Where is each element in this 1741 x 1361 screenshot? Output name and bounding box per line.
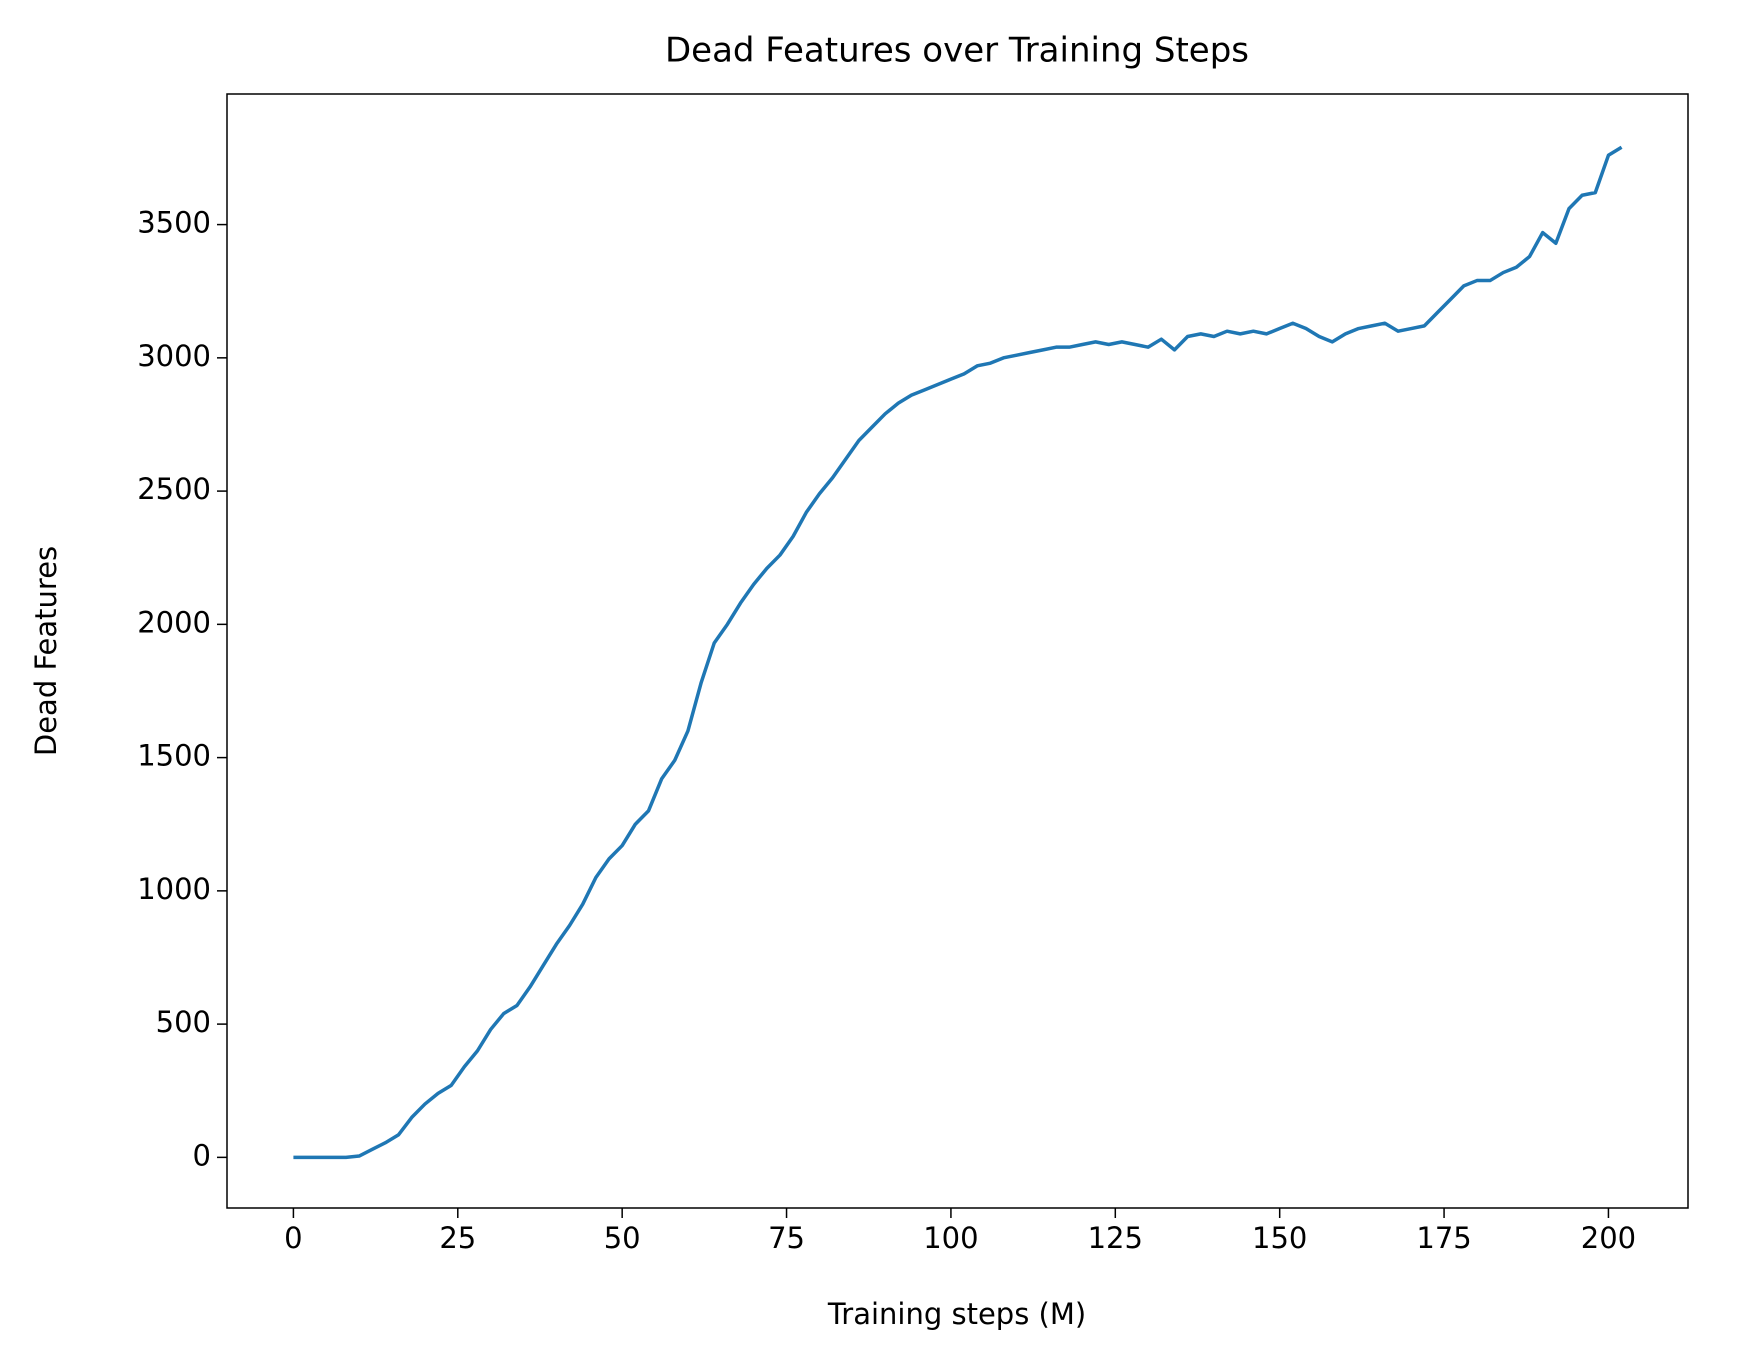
chart-title: Dead Features over Training Steps xyxy=(665,31,1249,71)
y-tick-label: 3000 xyxy=(137,339,211,373)
y-tick-label: 1500 xyxy=(137,739,211,773)
y-axis-label: Dead Features xyxy=(29,546,63,756)
y-tick-label: 1000 xyxy=(137,872,211,906)
line xyxy=(293,145,1623,1160)
y-tick-label: 2000 xyxy=(137,605,211,639)
y-tick-label: 3500 xyxy=(137,206,211,240)
x-tick-label: 25 xyxy=(439,1221,476,1255)
x-tick-label: 150 xyxy=(1252,1221,1307,1255)
x-axis-label: Training steps (M) xyxy=(827,1297,1086,1331)
x-tick-label: 50 xyxy=(604,1221,641,1255)
x-tick-label: 100 xyxy=(923,1221,978,1255)
x-tick-label: 175 xyxy=(1416,1221,1471,1255)
y-tick-label: 2500 xyxy=(137,472,211,506)
y-tick-label: 500 xyxy=(156,1005,211,1039)
x-tick-label: 0 xyxy=(284,1221,302,1255)
y-tick-label: 0 xyxy=(193,1138,211,1172)
plot-frame xyxy=(226,93,1689,1209)
x-tick-label: 125 xyxy=(1088,1221,1143,1255)
x-tick-label: 75 xyxy=(768,1221,805,1255)
x-tick-label: 200 xyxy=(1581,1221,1636,1255)
